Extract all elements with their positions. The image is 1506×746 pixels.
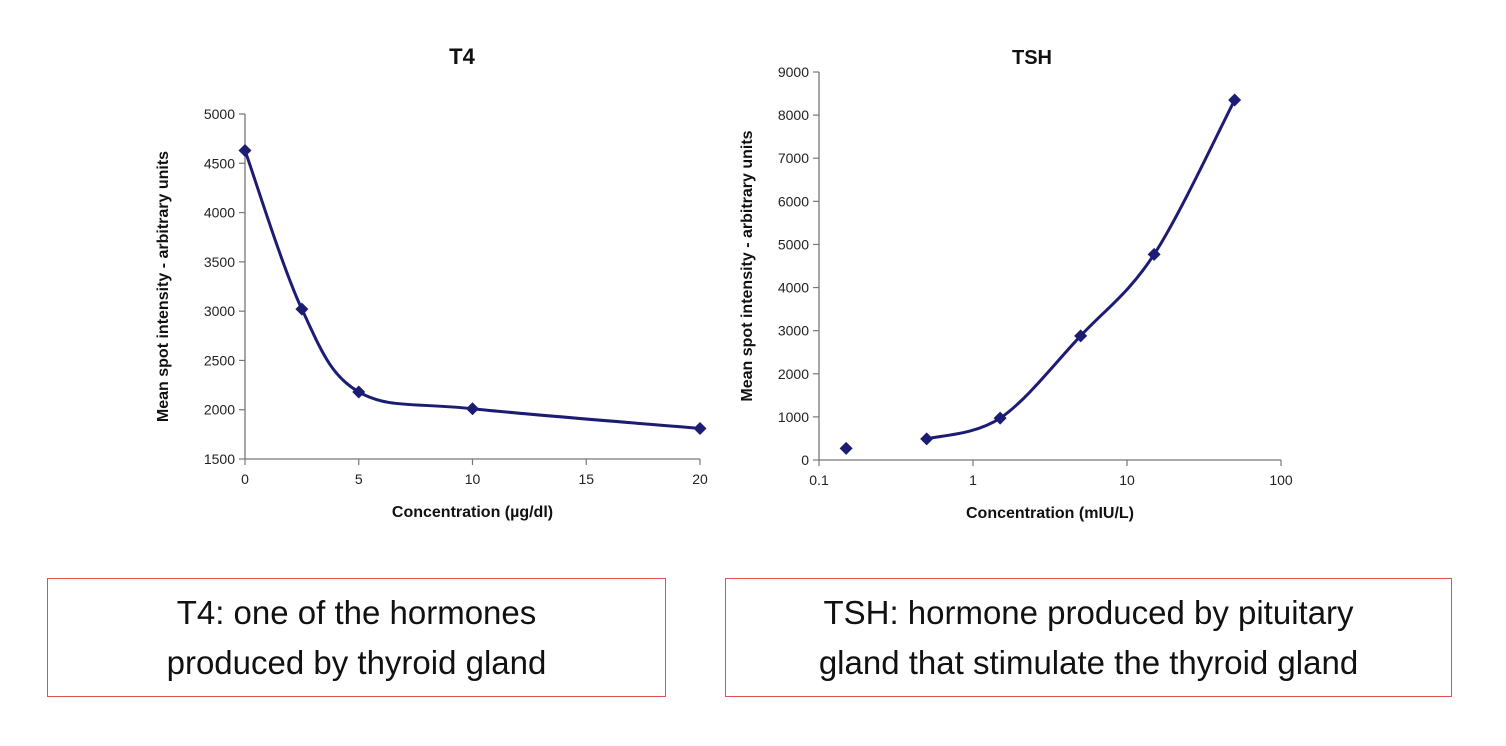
y-tick-label: 2000 xyxy=(204,402,235,418)
data-point-marker xyxy=(1147,247,1161,261)
y-tick-label: 1000 xyxy=(778,409,809,425)
t4-caption-text: T4: one of the hormones produced by thyr… xyxy=(167,588,547,688)
data-point-marker xyxy=(295,302,309,316)
y-axis-title: Mean spot intensity - arbitrary units xyxy=(155,151,172,422)
x-tick-label: 10 xyxy=(465,471,481,487)
y-tick-label: 2000 xyxy=(778,366,809,382)
y-tick-label: 4500 xyxy=(204,155,235,171)
y-tick-label: 9000 xyxy=(778,64,809,80)
t4-caption-line1: T4: one of the hormones xyxy=(176,593,537,631)
data-point-marker xyxy=(352,385,366,399)
y-tick-label: 1500 xyxy=(204,451,235,467)
tsh-caption-line1: TSH: hormone produced by pituitary xyxy=(823,593,1354,631)
y-tick-label: 2500 xyxy=(204,352,235,368)
series-line xyxy=(243,148,702,430)
x-tick-label: 20 xyxy=(692,471,708,487)
data-point-marker xyxy=(466,402,479,416)
x-tick-label: 0.1 xyxy=(809,472,829,488)
t4-chart: 1500 2000 2500 3000 3500 4000 4500 5000 0 5 10 15 20… xyxy=(155,44,708,521)
x-tick-label: 100 xyxy=(1269,472,1293,488)
y-tick-label: 3000 xyxy=(778,323,809,339)
y-tick-label: 5000 xyxy=(778,236,809,252)
x-axis-title: Concentration (µg/dl) xyxy=(392,504,553,521)
x-axis-title: Concentration (mIU/L) xyxy=(966,505,1134,522)
x-tick-label: 1 xyxy=(969,472,977,488)
chart-title: T4 xyxy=(449,44,475,69)
data-point-marker xyxy=(839,441,853,455)
y-axis-title: Mean spot intensity - arbitrary units xyxy=(739,130,756,401)
y-tick-label: 0 xyxy=(801,452,809,468)
y-tick-label: 4000 xyxy=(778,280,809,296)
data-point-marker xyxy=(238,143,252,157)
t4-caption-line2: produced by thyroid gland xyxy=(166,643,547,681)
tsh-caption-text: TSH: hormone produced by pituitary gland… xyxy=(819,588,1358,688)
t4-caption-box: T4: one of the hormones produced by thyr… xyxy=(47,578,666,697)
x-tick-label: 5 xyxy=(355,471,363,487)
series-line xyxy=(925,98,1237,441)
data-point-marker xyxy=(693,421,707,435)
y-tick-label: 4000 xyxy=(204,205,235,221)
data-point-marker xyxy=(920,432,934,446)
y-tick-label: 3000 xyxy=(204,303,235,319)
chart-title: TSH xyxy=(1012,47,1052,69)
tsh-caption-box: TSH: hormone produced by pituitary gland… xyxy=(725,578,1452,697)
data-point-marker xyxy=(1074,329,1088,343)
x-tick-label: 15 xyxy=(578,471,594,487)
y-tick-label: 8000 xyxy=(778,107,809,123)
y-tick-label: 5000 xyxy=(204,106,235,122)
data-point-marker xyxy=(1228,93,1242,107)
y-tick-label: 6000 xyxy=(778,193,809,209)
y-tick-label: 7000 xyxy=(778,150,809,166)
y-tick-label: 3500 xyxy=(204,254,235,270)
data-point-marker xyxy=(993,411,1007,425)
tsh-chart: 0 1000 2000 3000 4000 5000 6000 7000 8000 9000 0.1… xyxy=(739,47,1293,522)
x-tick-label: 0 xyxy=(241,471,249,487)
x-tick-label: 10 xyxy=(1119,472,1135,488)
tsh-caption-line2: gland that stimulate the thyroid gland xyxy=(818,643,1359,681)
